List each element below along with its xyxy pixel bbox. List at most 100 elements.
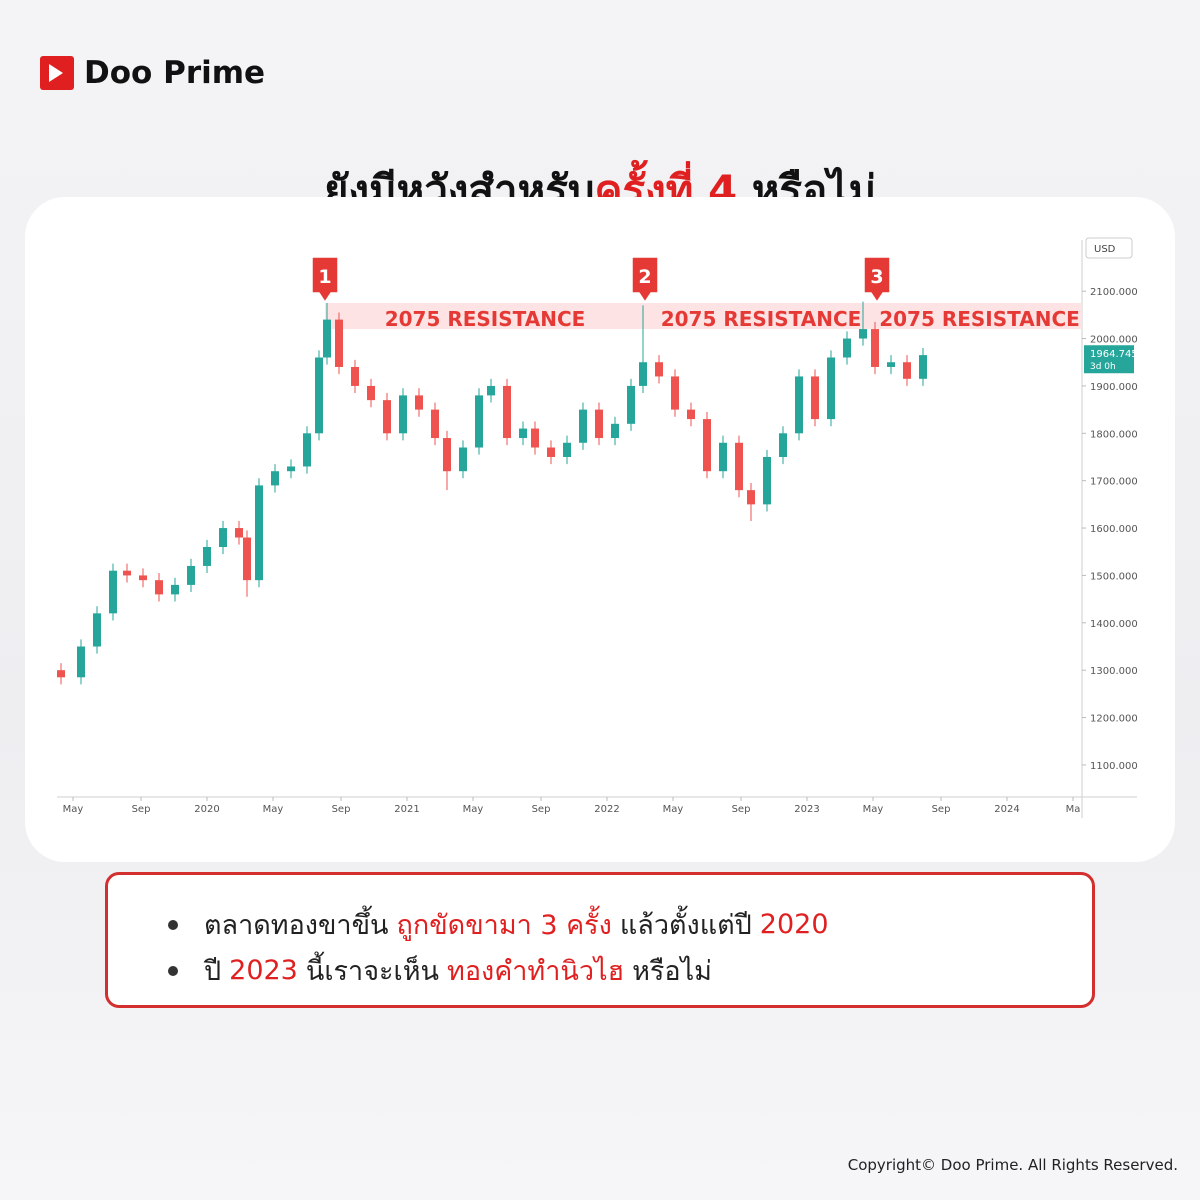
candle-body	[687, 409, 695, 420]
candle-body	[415, 395, 423, 410]
resistance-label: 2075 RESISTANCE	[661, 307, 862, 331]
candle-body	[719, 442, 727, 472]
bullet: ปี 2023 นี้เราจะเห็น ทองคำทำนิวไฮ หรือไม่	[168, 949, 712, 992]
candle-body	[503, 385, 511, 439]
candle-body	[323, 319, 331, 358]
candle-body	[547, 447, 555, 457]
candle-body	[243, 537, 251, 581]
candle-body	[887, 362, 895, 367]
y-tick-label: 2000.000	[1090, 335, 1138, 346]
candle-body	[459, 447, 467, 472]
bullet-text: แล้วตั้งแต่ปี	[619, 910, 752, 941]
x-tick-label: Sep	[932, 804, 951, 815]
candle-body	[77, 646, 85, 678]
candle-body	[843, 338, 851, 358]
bullet-highlight: 2020	[759, 909, 829, 940]
logo: Doo Prime	[40, 55, 265, 91]
countdown: 3d 0h	[1090, 362, 1116, 372]
candle-body	[639, 362, 647, 386]
brand: Doo Prime	[84, 55, 266, 91]
candle-body	[871, 329, 879, 367]
candle-body	[367, 385, 375, 401]
candle-body	[383, 400, 391, 434]
x-tick-label: Sep	[332, 804, 351, 815]
candle-body	[795, 376, 803, 434]
candle-body	[519, 428, 527, 439]
bullet: ตลาดทองขาขึ้น ถูกขัดขามา 3 ครั้ง แล้วตั้งแ…	[168, 903, 829, 946]
candle-body	[579, 409, 587, 443]
y-tick-label: 1500.000	[1090, 571, 1138, 582]
candle-body	[779, 433, 787, 457]
x-tick-label: 2022	[594, 804, 619, 815]
candle-body	[187, 565, 195, 585]
candle-body	[139, 575, 147, 581]
candle-body	[351, 366, 359, 386]
y-tick-label: 1900.000	[1090, 382, 1138, 393]
candle-body	[57, 670, 65, 678]
candle-body	[859, 329, 867, 339]
candle-body	[655, 362, 663, 377]
bullet-box: ตลาดทองขาขึ้น ถูกขัดขามา 3 ครั้ง แล้วตั้งแ…	[105, 872, 1095, 1008]
candle-body	[303, 433, 311, 467]
candle-body	[93, 613, 101, 647]
last-price-box	[1084, 345, 1134, 374]
x-tick-label: 2024	[994, 804, 1019, 815]
x-tick-label: May	[463, 804, 484, 815]
marker	[863, 256, 891, 304]
candle-body	[703, 419, 711, 472]
y-tick-label: 1800.000	[1090, 429, 1138, 440]
candle-body	[431, 409, 439, 439]
copyright: Copyright© Doo Prime. All Rights Reserve…	[847, 1156, 1178, 1174]
x-tick-label: 2023	[794, 804, 819, 815]
y-tick-label: 1100.000	[1090, 761, 1138, 772]
y-tick-label: 1400.000	[1090, 619, 1138, 630]
candle-body	[531, 428, 539, 448]
y-tick-label: 2100.000	[1090, 287, 1138, 298]
candle-body	[287, 466, 295, 472]
candle-body	[315, 357, 323, 434]
bullet-text: ปี	[204, 956, 222, 987]
candle-body	[811, 376, 819, 420]
candle-body	[671, 376, 679, 410]
resistance-label: 2075 RESISTANCE	[385, 307, 586, 331]
candle-body	[627, 385, 635, 424]
resistance-band	[325, 303, 1082, 330]
candle-body	[475, 395, 483, 448]
candle-body	[611, 423, 619, 439]
x-tick-label: May	[863, 804, 884, 815]
candle-body	[903, 362, 911, 379]
logo-icon	[40, 56, 74, 90]
candle-body	[123, 570, 131, 576]
x-tick-label: May	[63, 804, 84, 815]
y-tick-label: 1200.000	[1090, 714, 1138, 725]
marker-label: 3	[870, 266, 883, 288]
x-tick-label: Sep	[532, 804, 551, 815]
x-tick-label: Sep	[732, 804, 751, 815]
marker	[631, 256, 659, 304]
candle-body	[219, 528, 227, 548]
candle-body	[271, 471, 279, 486]
currency: USD	[1094, 244, 1116, 255]
candle-body	[563, 442, 571, 457]
bullet-text: ตลาดทองขาขึ้น	[204, 910, 389, 941]
x-tick-label: 2021	[394, 804, 419, 815]
candle-body	[763, 456, 771, 505]
x-tick-label: Ma	[1066, 804, 1081, 815]
candle-body	[919, 355, 927, 379]
x-tick-label: 2020	[194, 804, 219, 815]
bullet-text: นี้เราจะเห็น	[305, 956, 440, 987]
y-tick-label: 1700.000	[1090, 477, 1138, 488]
bullet-highlight: 2023	[229, 955, 298, 986]
candle-body	[827, 357, 835, 420]
candle-body	[735, 442, 743, 491]
candle-body	[235, 528, 243, 538]
x-tick-label: Sep	[132, 804, 151, 815]
candle-body	[443, 438, 451, 472]
bullet-text: หรือไม่	[632, 956, 712, 987]
resistance-label: 2075 RESISTANCE	[879, 307, 1080, 331]
x-tick-label: May	[263, 804, 284, 815]
candle-body	[109, 570, 117, 614]
candle-body	[155, 580, 163, 595]
